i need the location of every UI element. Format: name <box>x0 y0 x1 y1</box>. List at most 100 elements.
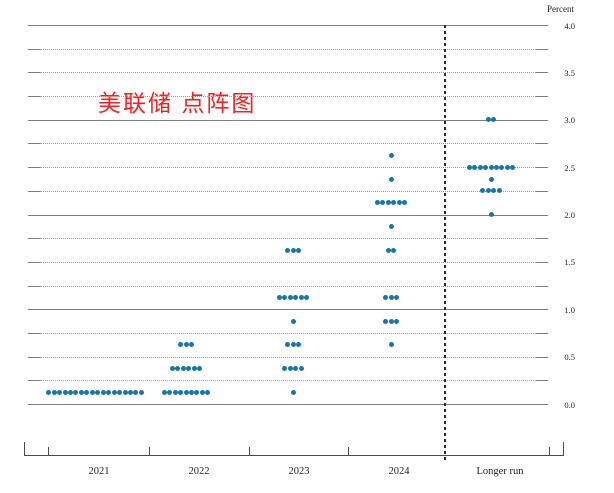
projection-dot <box>189 342 194 348</box>
projection-dot <box>388 342 394 348</box>
projection-dot <box>488 176 494 182</box>
x-axis-tick <box>48 447 49 455</box>
projection-dot <box>180 366 186 371</box>
gridline-solid <box>28 404 548 405</box>
projection-dot <box>466 164 472 170</box>
projection-dot <box>287 294 293 300</box>
projection-dot <box>290 247 296 253</box>
gridline-end-cap <box>536 48 548 50</box>
gridline-solid <box>28 119 548 121</box>
x-axis-end-cap <box>563 442 564 456</box>
projection-dot <box>304 294 310 300</box>
gridline-end-cap <box>536 143 548 145</box>
projection-dot <box>402 200 408 206</box>
projection-dot <box>472 164 478 170</box>
projection-dot <box>510 164 516 170</box>
projection-dot <box>186 366 192 371</box>
longer-run-divider-dashed-line <box>444 25 446 462</box>
gridline-end-cap <box>28 285 40 287</box>
gridline-end-cap <box>28 238 40 240</box>
projection-dot <box>73 389 79 395</box>
y-tick-label: 0.5 <box>564 352 575 363</box>
gridline-end-cap <box>28 48 40 50</box>
gridline-end-cap <box>28 96 40 98</box>
projection-dot <box>199 389 205 395</box>
projection-dot <box>388 176 394 182</box>
y-tick-label: 3.5 <box>564 67 575 78</box>
projection-dot <box>295 247 301 253</box>
gridline-solid <box>28 214 548 216</box>
y-tick-label: 4.0 <box>564 20 575 31</box>
gridline-end-cap <box>536 167 548 169</box>
projection-dot <box>493 164 499 170</box>
projection-dot <box>175 366 181 371</box>
gridline-end-cap <box>536 190 548 192</box>
projection-dot <box>290 389 296 395</box>
projection-dot <box>485 188 491 194</box>
gridline-dotted <box>40 261 536 263</box>
projection-dot <box>111 389 117 395</box>
projection-dot <box>388 152 394 158</box>
projection-dot <box>374 200 380 206</box>
gridline-end-cap <box>28 143 40 145</box>
projection-dot <box>388 318 394 324</box>
projection-dot <box>298 294 304 300</box>
x-axis-tick <box>348 447 349 455</box>
gridline-dotted <box>40 96 536 98</box>
projection-dot <box>285 342 291 348</box>
y-tick-label: 0.0 <box>564 399 575 410</box>
projection-dot <box>178 342 184 348</box>
gridline-dotted <box>40 167 536 169</box>
projection-dot <box>504 164 510 170</box>
projection-dot <box>183 342 189 348</box>
projection-dot <box>84 389 90 395</box>
gridline-end-cap <box>28 72 40 74</box>
projection-dot <box>391 200 397 206</box>
gridline-end-cap <box>28 167 40 169</box>
projection-dot <box>117 389 122 395</box>
projection-dot <box>89 389 95 395</box>
projection-dot <box>485 117 491 123</box>
projection-dot <box>477 164 483 170</box>
projection-dot <box>290 318 296 324</box>
projection-dot <box>100 389 106 395</box>
projection-dot <box>188 389 194 395</box>
x-axis-tick <box>249 447 250 455</box>
x-axis-label-2022: 2022 <box>188 466 210 477</box>
gridline-dotted <box>40 48 536 50</box>
projection-dot <box>133 389 139 395</box>
projection-dot <box>276 294 282 300</box>
gridline-dotted <box>40 332 536 334</box>
projection-dot <box>285 247 291 253</box>
x-axis-label-longer-run: Longer run <box>476 466 524 477</box>
gridline-end-cap <box>28 190 40 192</box>
projection-dot <box>293 294 299 300</box>
gridline-end-cap <box>28 380 40 382</box>
projection-dot <box>78 389 84 395</box>
y-tick-label: 1.5 <box>564 257 575 268</box>
x-axis-end-cap <box>24 442 25 456</box>
x-axis-label-2024: 2024 <box>388 466 410 477</box>
projection-dot <box>393 294 399 300</box>
y-tick-label: 3.0 <box>564 115 575 126</box>
projection-dot <box>388 223 394 229</box>
projection-dot <box>167 389 173 395</box>
projection-dot <box>172 389 178 395</box>
y-tick-label: 1.0 <box>564 304 575 315</box>
projection-dot <box>385 200 391 206</box>
projection-dot <box>391 247 397 253</box>
gridline-dotted <box>40 356 536 358</box>
projection-dot <box>183 389 189 395</box>
projection-dot <box>205 389 211 395</box>
projection-dot <box>282 366 288 371</box>
projection-dot <box>127 389 133 395</box>
gridline-end-cap <box>28 356 40 358</box>
projection-dot <box>169 366 175 371</box>
projection-dot <box>46 389 52 395</box>
gridline-solid <box>28 25 548 26</box>
gridline-solid <box>28 309 548 311</box>
gridline-end-cap <box>536 261 548 263</box>
projection-dot <box>488 212 494 217</box>
projection-dot <box>380 200 386 206</box>
